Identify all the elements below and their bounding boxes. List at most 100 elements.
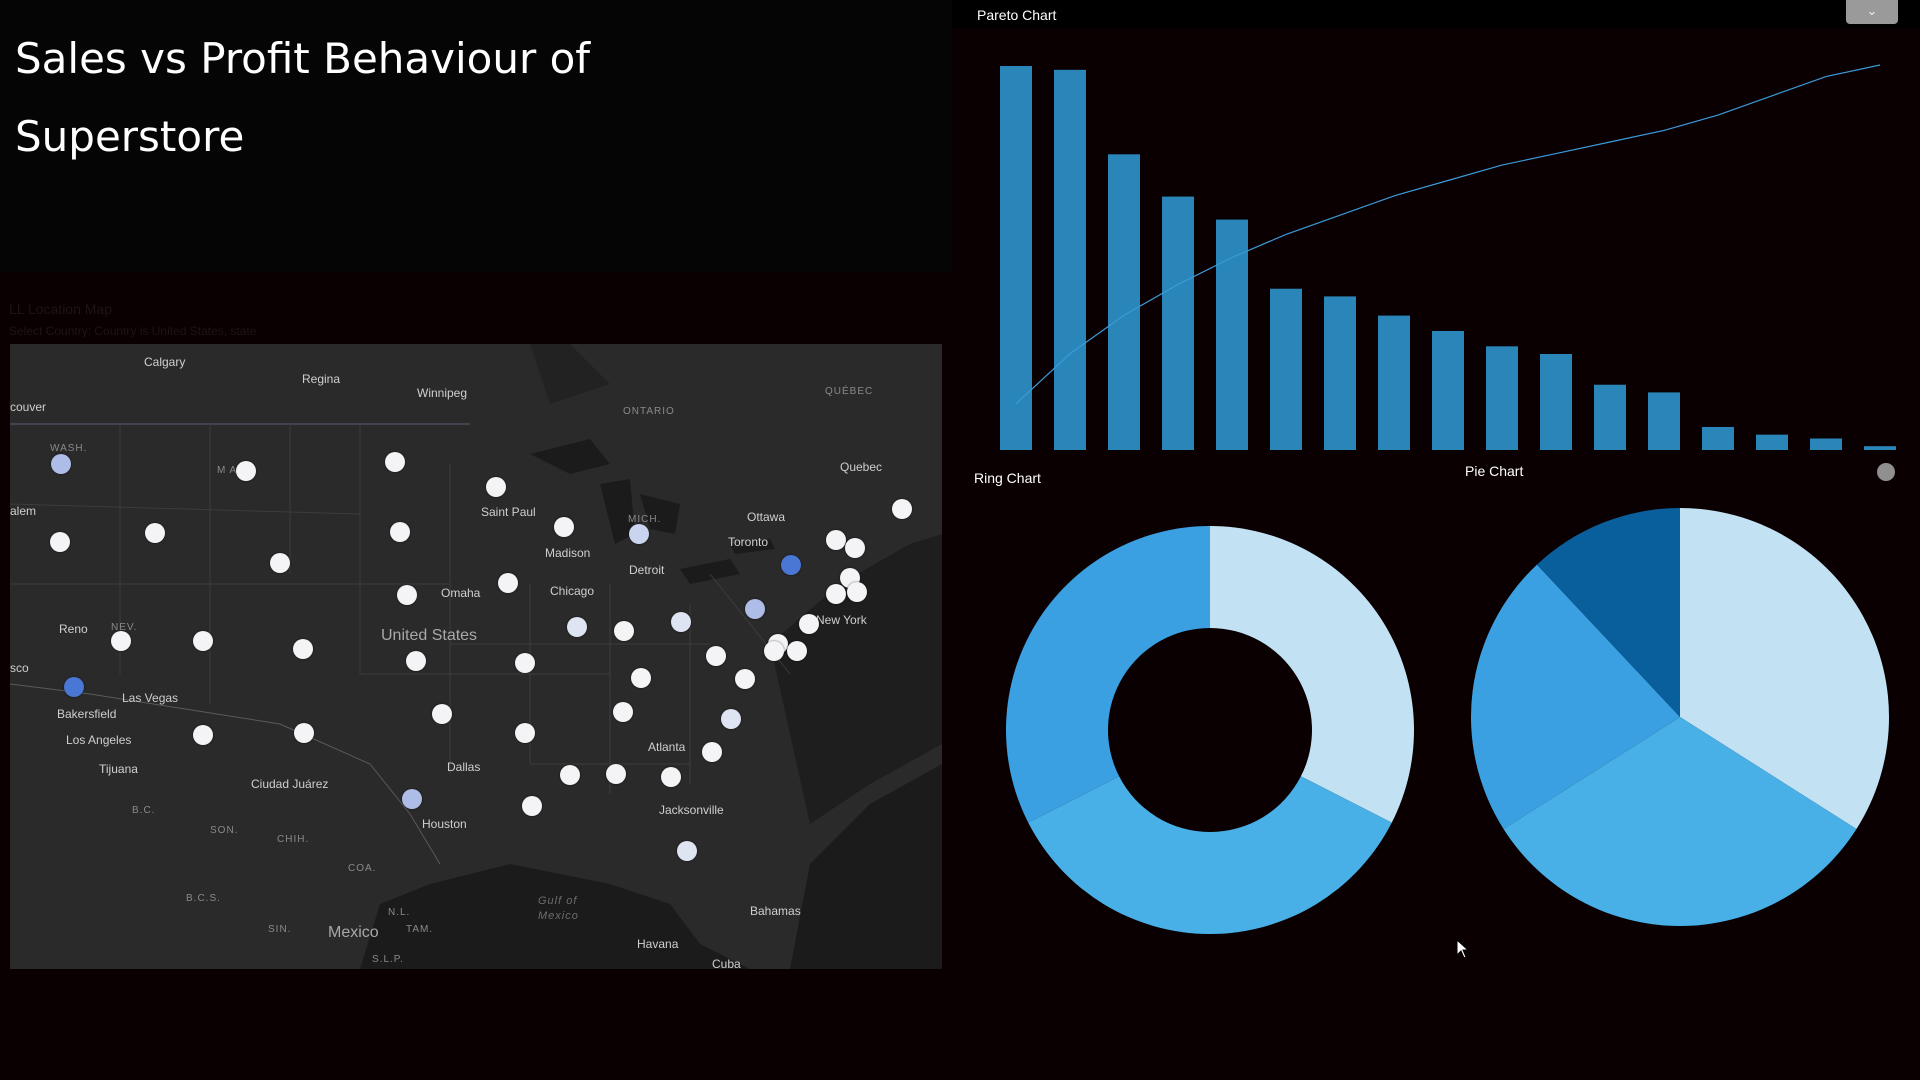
ring-slice[interactable] [1210, 526, 1414, 823]
map-label-slp: S.L.P. [372, 954, 404, 965]
map-label-mexico: Mexico [328, 924, 379, 941]
chevron-down-icon[interactable]: ⌄ [1846, 0, 1898, 24]
map-label-united-states: United States [381, 627, 478, 644]
map-marker[interactable] [64, 677, 84, 697]
map-marker[interactable] [406, 651, 426, 671]
map-marker[interactable] [661, 767, 681, 787]
map-marker[interactable] [671, 612, 691, 632]
map-label-bakersfield: Bakersfield [57, 707, 117, 721]
map-marker[interactable] [677, 841, 697, 861]
map-label-havana: Havana [637, 937, 679, 951]
ring-chart[interactable] [990, 515, 1430, 955]
map-label-tijuana: Tijuana [99, 762, 138, 776]
map-label-salem: alem [10, 504, 37, 518]
map-label-vancouver: couver [10, 400, 47, 414]
pie-slice[interactable] [1680, 508, 1889, 829]
map-marker[interactable] [631, 668, 651, 688]
map-label-quebec: Quebec [840, 460, 883, 474]
pie-slice[interactable] [1536, 508, 1680, 717]
map-marker[interactable] [51, 454, 71, 474]
pareto-bar[interactable] [1864, 446, 1896, 450]
map-marker[interactable] [498, 573, 518, 593]
pareto-bar[interactable] [1000, 66, 1032, 450]
map-marker[interactable] [629, 524, 649, 544]
pareto-bar[interactable] [1756, 434, 1788, 450]
pareto-bar[interactable] [1324, 296, 1356, 450]
map-marker[interactable] [522, 796, 542, 816]
map-label-tam: TAM. [406, 924, 434, 935]
map-label-wash: WASH. [50, 443, 88, 454]
map-marker[interactable] [787, 641, 807, 661]
pareto-chart[interactable] [976, 40, 1896, 460]
map-marker[interactable] [486, 477, 506, 497]
ring-slice[interactable] [1006, 526, 1210, 823]
map-marker[interactable] [397, 585, 417, 605]
map-marker[interactable] [567, 617, 587, 637]
map-marker[interactable] [385, 452, 405, 472]
map-marker[interactable] [515, 653, 535, 673]
pie-chart[interactable] [1460, 500, 1900, 940]
map-marker[interactable] [193, 725, 213, 745]
title-line-2: Superstore [15, 112, 245, 161]
pareto-bar[interactable] [1810, 438, 1842, 450]
pie-slice[interactable] [1503, 717, 1857, 926]
pareto-bar[interactable] [1216, 219, 1248, 450]
map-marker[interactable] [702, 742, 722, 762]
map-marker[interactable] [236, 461, 256, 481]
pareto-bar[interactable] [1648, 392, 1680, 450]
map-marker[interactable] [111, 631, 131, 651]
map-caption: LL Location Map [9, 301, 112, 317]
map-marker[interactable] [799, 614, 819, 634]
map-marker[interactable] [193, 631, 213, 651]
map-label-chih: CHIH. [277, 834, 310, 845]
pie-slice[interactable] [1471, 564, 1680, 829]
pareto-bar[interactable] [1432, 330, 1464, 450]
title-line-1: Sales vs Profit Behaviour of [15, 34, 591, 83]
location-map[interactable]: Calgary Regina Winnipeg ONTARIO QUÉBEC c… [10, 344, 942, 969]
map-marker[interactable] [735, 669, 755, 689]
map-marker[interactable] [390, 522, 410, 542]
map-subcaption: Select Country: Country is United States… [9, 324, 257, 338]
map-marker[interactable] [613, 702, 633, 722]
map-marker[interactable] [402, 789, 422, 809]
map-marker[interactable] [847, 582, 867, 602]
map-marker[interactable] [721, 709, 741, 729]
map-marker[interactable] [892, 499, 912, 519]
map-marker[interactable] [515, 723, 535, 743]
map-marker[interactable] [432, 704, 452, 724]
map-marker[interactable] [606, 764, 626, 784]
map-marker[interactable] [764, 641, 784, 661]
dashboard-title: Sales vs Profit Behaviour of Superstore [15, 20, 615, 176]
map-label-toronto: Toronto [728, 535, 769, 549]
map-label-ontario: ONTARIO [623, 406, 675, 417]
pareto-bar[interactable] [1540, 354, 1572, 450]
pareto-bar[interactable] [1108, 154, 1140, 450]
map-marker[interactable] [554, 517, 574, 537]
map-marker[interactable] [845, 538, 865, 558]
map-label-montana: M ANA [217, 465, 252, 476]
map-label-bcs: B.C.S. [186, 893, 221, 904]
map-label-dallas: Dallas [447, 760, 481, 774]
pareto-bar[interactable] [1594, 384, 1626, 450]
map-marker[interactable] [50, 532, 70, 552]
map-marker[interactable] [826, 584, 846, 604]
map-marker[interactable] [614, 621, 634, 641]
map-marker[interactable] [826, 530, 846, 550]
pareto-bar[interactable] [1162, 196, 1194, 450]
map-marker[interactable] [560, 765, 580, 785]
map-marker[interactable] [293, 639, 313, 659]
map-marker[interactable] [294, 723, 314, 743]
ring-slice[interactable] [1028, 776, 1392, 934]
pareto-bar[interactable] [1378, 315, 1410, 450]
map-marker[interactable] [706, 646, 726, 666]
map-marker[interactable] [145, 523, 165, 543]
pareto-bar[interactable] [1054, 69, 1086, 450]
pareto-header [952, 0, 1920, 28]
map-marker[interactable] [270, 553, 290, 573]
pareto-bar[interactable] [1702, 426, 1734, 450]
pareto-bar[interactable] [1486, 346, 1518, 450]
more-options-icon[interactable] [1877, 463, 1895, 481]
map-marker[interactable] [745, 599, 765, 619]
pareto-bar[interactable] [1270, 288, 1302, 450]
map-marker[interactable] [781, 555, 801, 575]
